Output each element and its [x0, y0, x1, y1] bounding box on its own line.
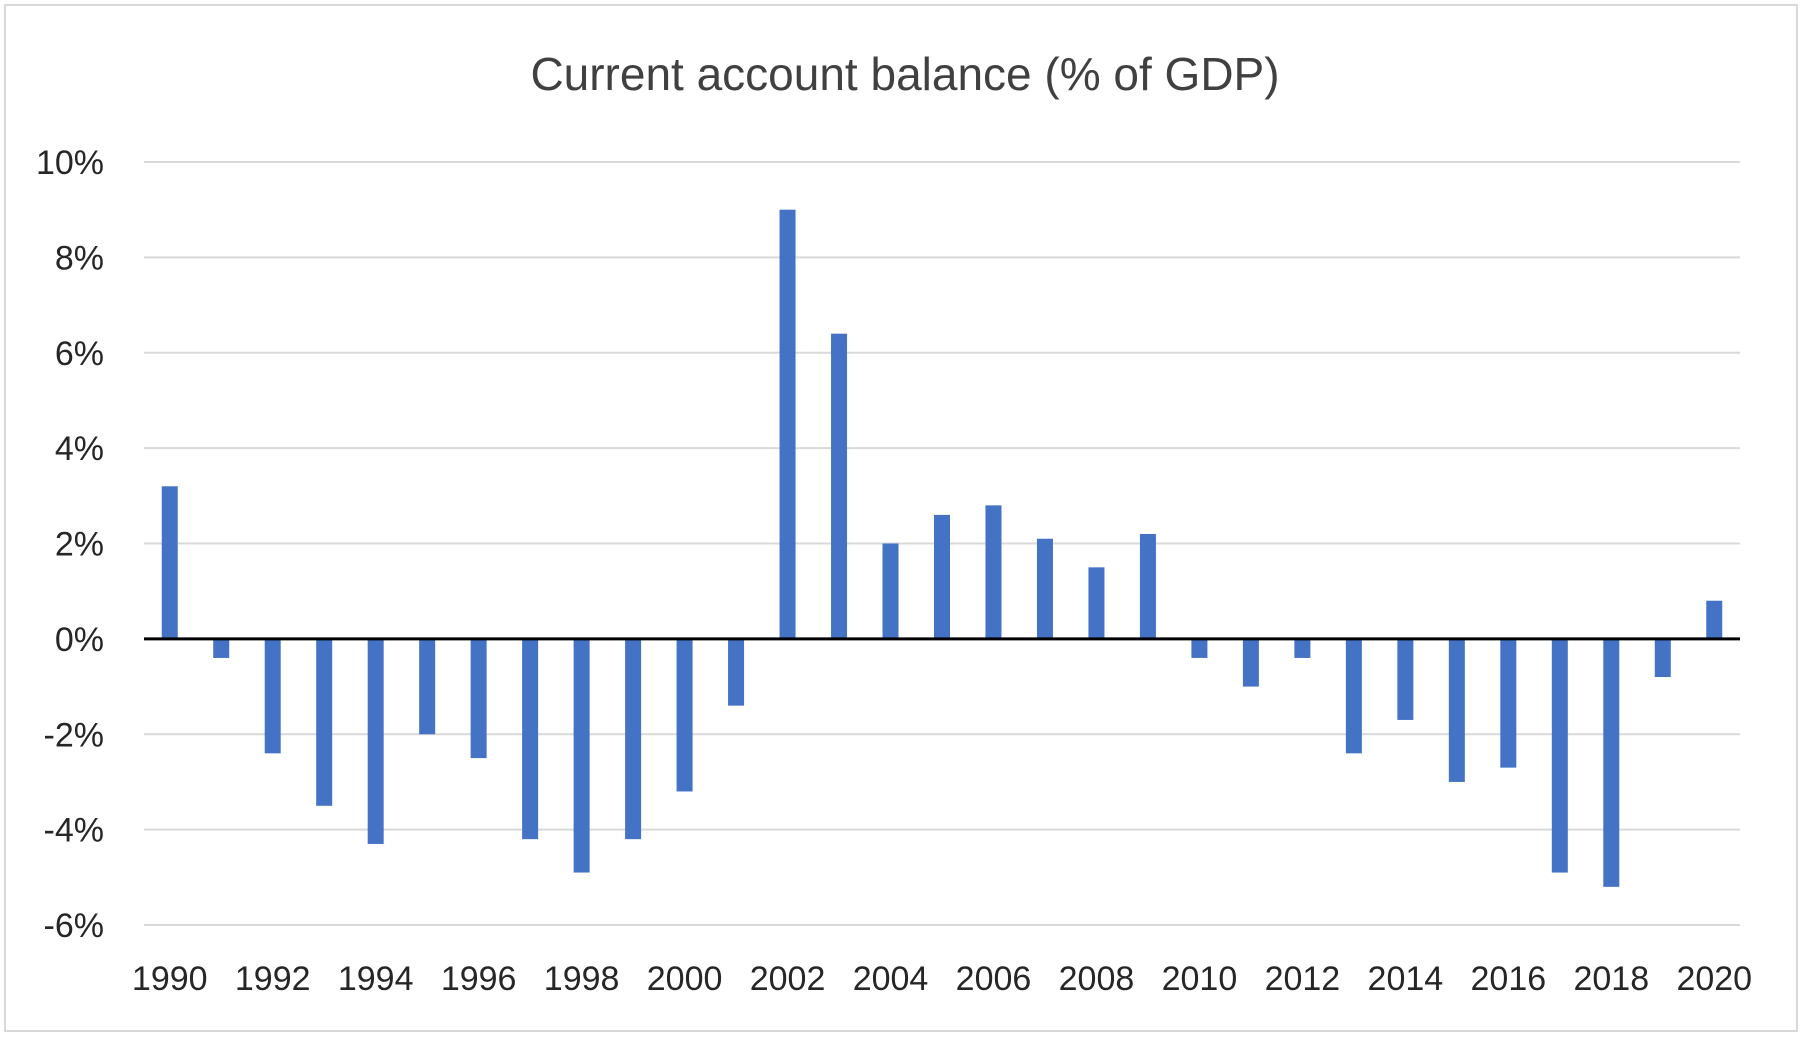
bar-2000 — [676, 638, 693, 792]
x-tick-label: 2018 — [1573, 960, 1649, 998]
bar-2013 — [1345, 638, 1362, 754]
x-tick-label: 2014 — [1368, 960, 1444, 998]
bar-2006 — [985, 505, 1002, 639]
x-tick-label: 1996 — [441, 960, 517, 998]
x-tick-label: 2006 — [956, 960, 1032, 998]
bar-2011 — [1242, 638, 1259, 687]
y-tick-label: -4% — [44, 812, 104, 850]
x-tick-label: 1992 — [235, 960, 311, 998]
bar-1997 — [522, 638, 539, 840]
bar-2005 — [934, 514, 950, 639]
bar-2020 — [1706, 600, 1723, 639]
x-tick-label: 2010 — [1162, 960, 1238, 998]
y-axis-ticks: 10% 8% 6% 4% 2% 0% -2% -4% -6% — [36, 144, 104, 945]
x-tick-label: 2012 — [1265, 960, 1341, 998]
bar-2018 — [1603, 638, 1620, 887]
chart-frame — [4, 4, 1798, 1032]
y-tick-label: 4% — [55, 430, 104, 468]
bar-2016 — [1500, 638, 1517, 768]
bar-1992 — [264, 638, 281, 754]
y-tick-label: -2% — [44, 716, 104, 754]
bar-2004 — [882, 543, 899, 639]
bars — [161, 209, 1723, 887]
x-tick-label: 1998 — [544, 960, 620, 998]
bar-2015 — [1448, 638, 1465, 782]
y-tick-label: -6% — [44, 907, 104, 945]
bar-1990 — [161, 486, 178, 639]
x-tick-label: 2004 — [853, 960, 929, 998]
bar-2008 — [1088, 567, 1105, 639]
x-tick-label: 1990 — [132, 960, 208, 998]
bar-2007 — [1036, 538, 1053, 639]
bar-1994 — [367, 638, 384, 844]
bar-2012 — [1294, 638, 1311, 658]
x-tick-label: 2008 — [1059, 960, 1135, 998]
chart-title: Current account balance (% of GDP) — [530, 48, 1279, 100]
bar-1993 — [316, 638, 333, 806]
bar-2014 — [1397, 638, 1414, 720]
x-tick-label: 2020 — [1676, 960, 1752, 998]
y-tick-label: 6% — [55, 335, 104, 373]
bar-1998 — [573, 638, 590, 873]
bar-1999 — [625, 638, 642, 840]
y-tick-label: 8% — [55, 239, 104, 277]
bar-2017 — [1551, 638, 1568, 873]
x-tick-label: 2016 — [1471, 960, 1547, 998]
y-tick-label: 0% — [55, 621, 104, 659]
bar-2003 — [831, 333, 848, 639]
x-tick-label: 2000 — [647, 960, 723, 998]
y-tick-label: 10% — [36, 144, 104, 182]
bar-2001 — [728, 638, 745, 706]
bar-2009 — [1139, 533, 1156, 639]
bar-2010 — [1191, 638, 1208, 658]
x-tick-label: 1994 — [338, 960, 414, 998]
x-tick-label: 2002 — [750, 960, 826, 998]
bar-1995 — [419, 638, 436, 735]
y-tick-label: 2% — [55, 526, 104, 564]
bar-2002 — [779, 209, 796, 639]
bar-2019 — [1654, 638, 1671, 678]
bar-1991 — [213, 638, 230, 658]
bar-1996 — [470, 638, 487, 759]
x-axis-ticks: 1990 1992 1994 1996 1998 2000 2002 2004 2006 2008… — [132, 960, 1752, 998]
